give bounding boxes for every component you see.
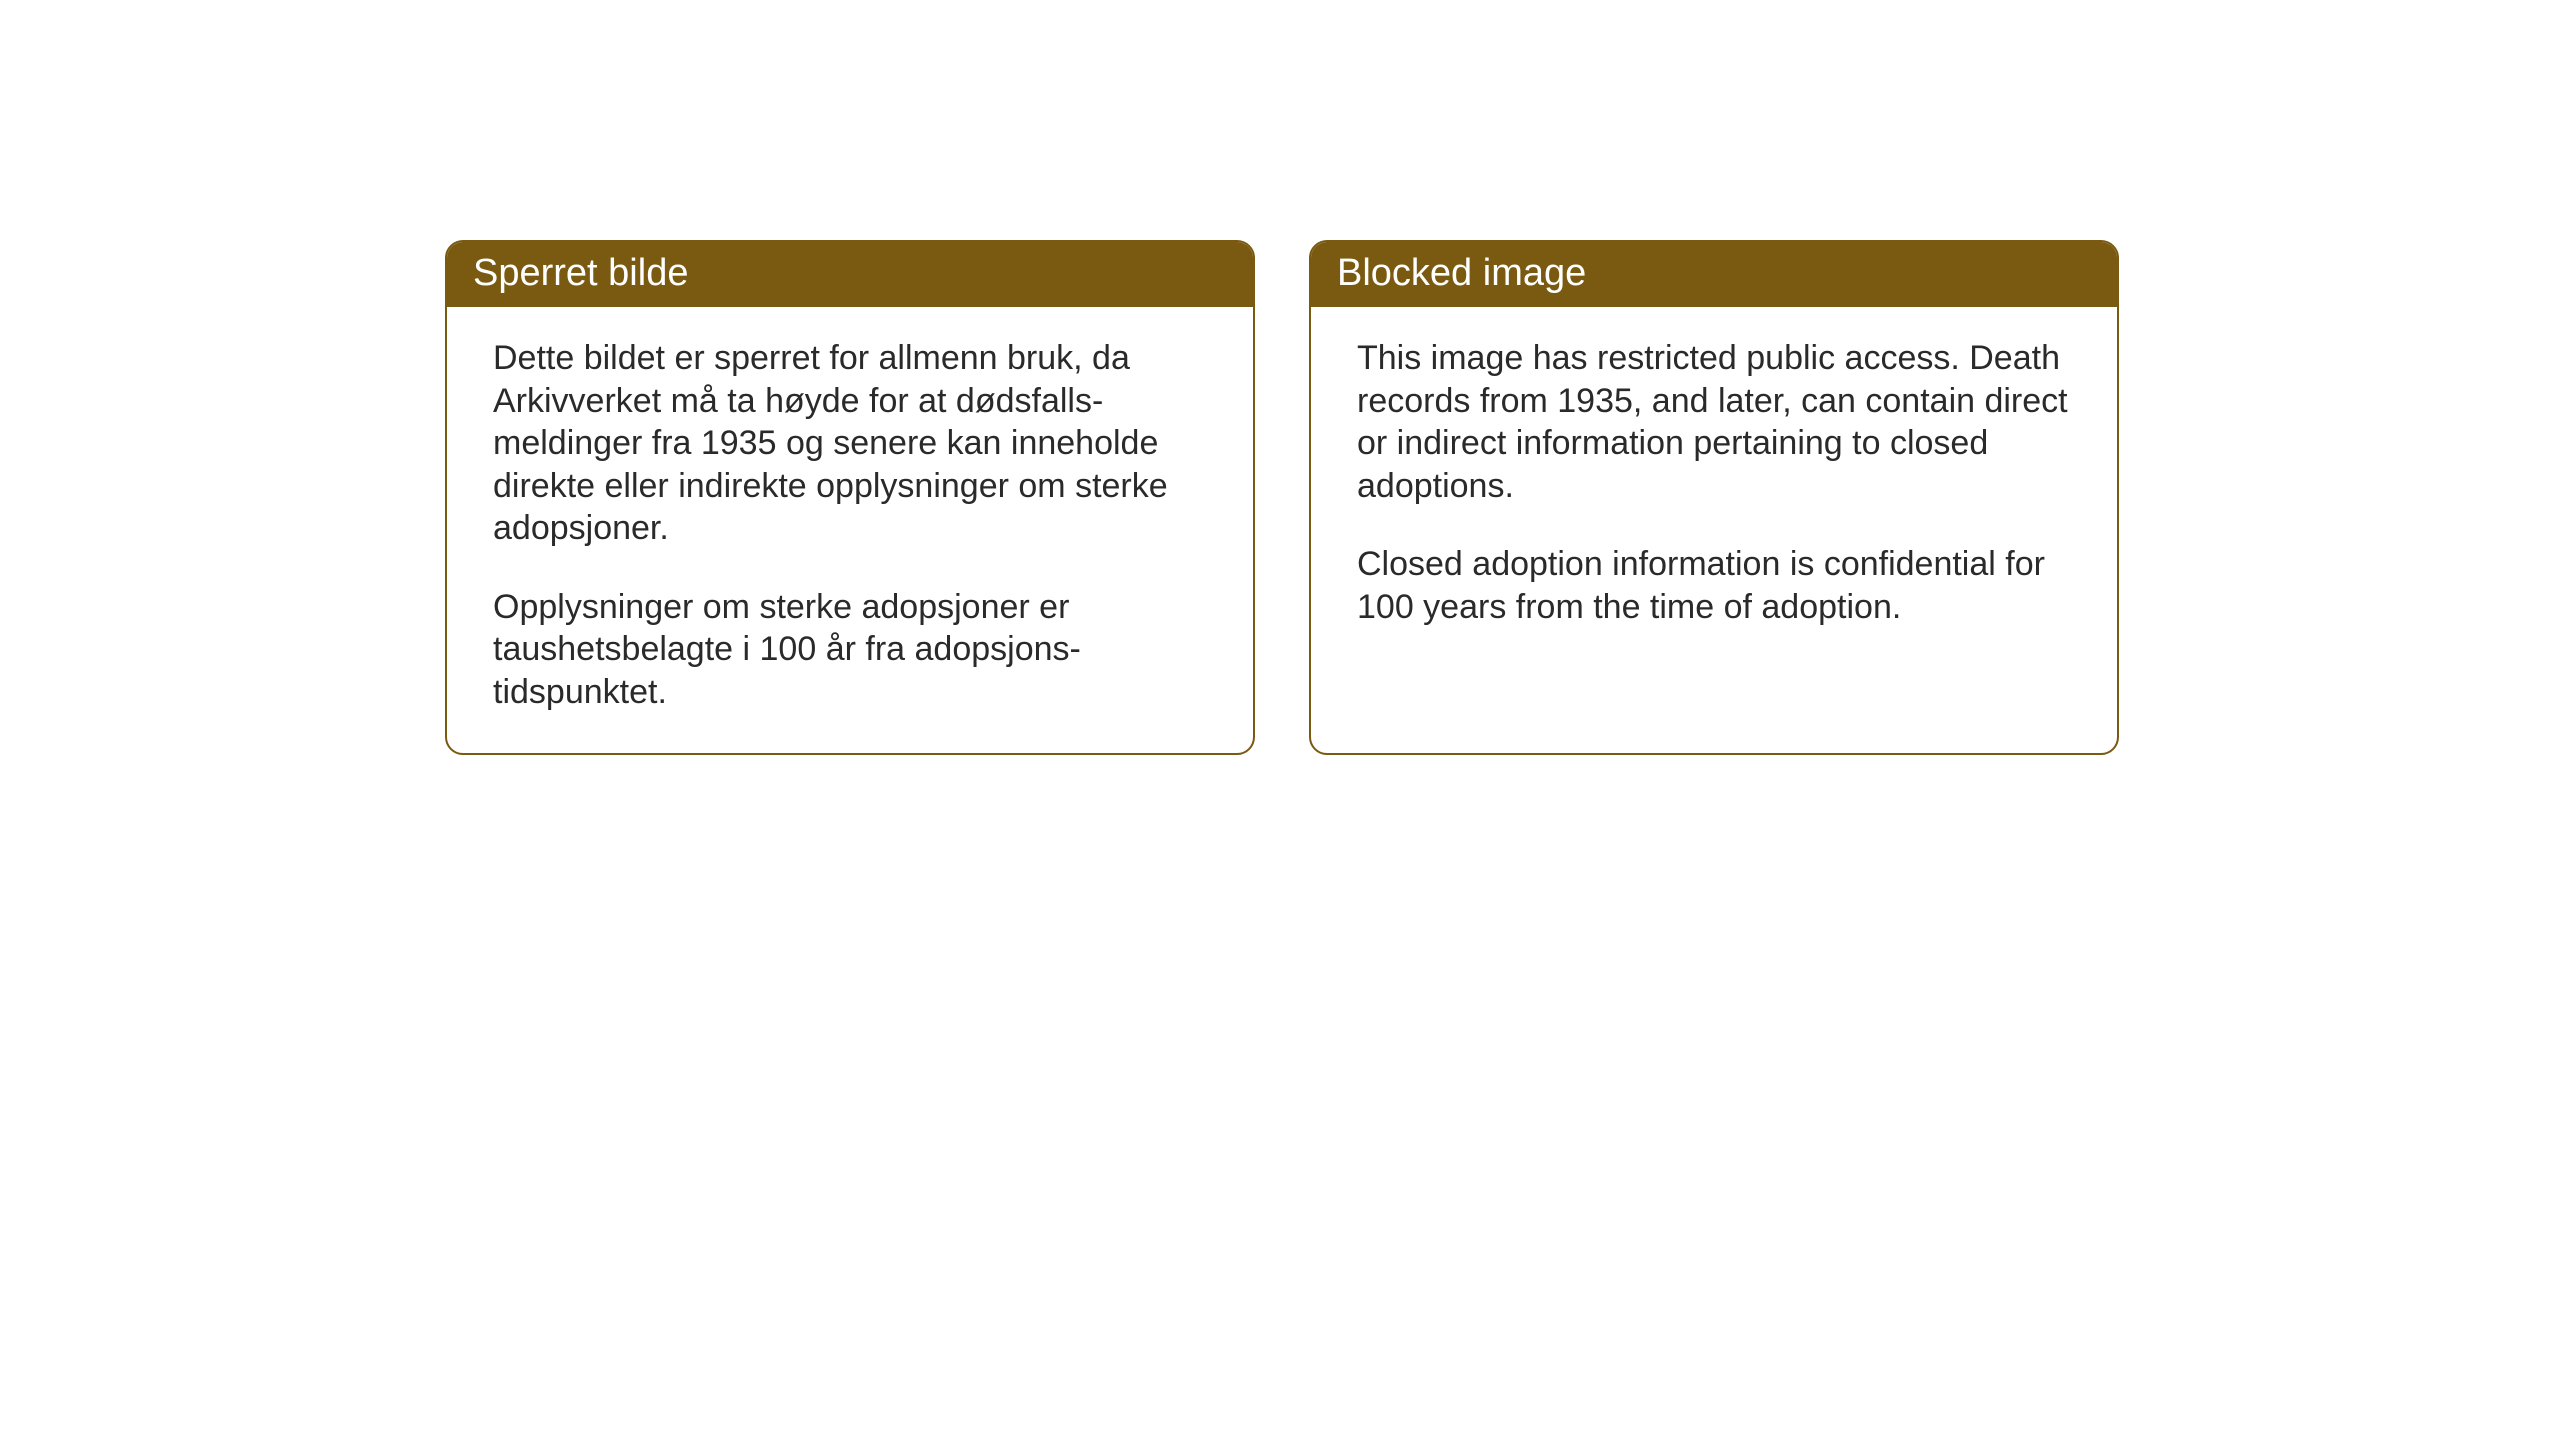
cards-container: Sperret bilde Dette bildet er sperret fo… xyxy=(445,240,2119,755)
english-paragraph-1: This image has restricted public access.… xyxy=(1357,337,2071,507)
norwegian-paragraph-1: Dette bildet er sperret for allmenn bruk… xyxy=(493,337,1207,550)
english-paragraph-2: Closed adoption information is confident… xyxy=(1357,543,2071,628)
english-card-title: Blocked image xyxy=(1311,242,2117,307)
english-card-body: This image has restricted public access.… xyxy=(1311,307,2117,668)
norwegian-card: Sperret bilde Dette bildet er sperret fo… xyxy=(445,240,1255,755)
norwegian-card-title: Sperret bilde xyxy=(447,242,1253,307)
norwegian-paragraph-2: Opplysninger om sterke adopsjoner er tau… xyxy=(493,586,1207,714)
norwegian-card-body: Dette bildet er sperret for allmenn bruk… xyxy=(447,307,1253,753)
english-card: Blocked image This image has restricted … xyxy=(1309,240,2119,755)
